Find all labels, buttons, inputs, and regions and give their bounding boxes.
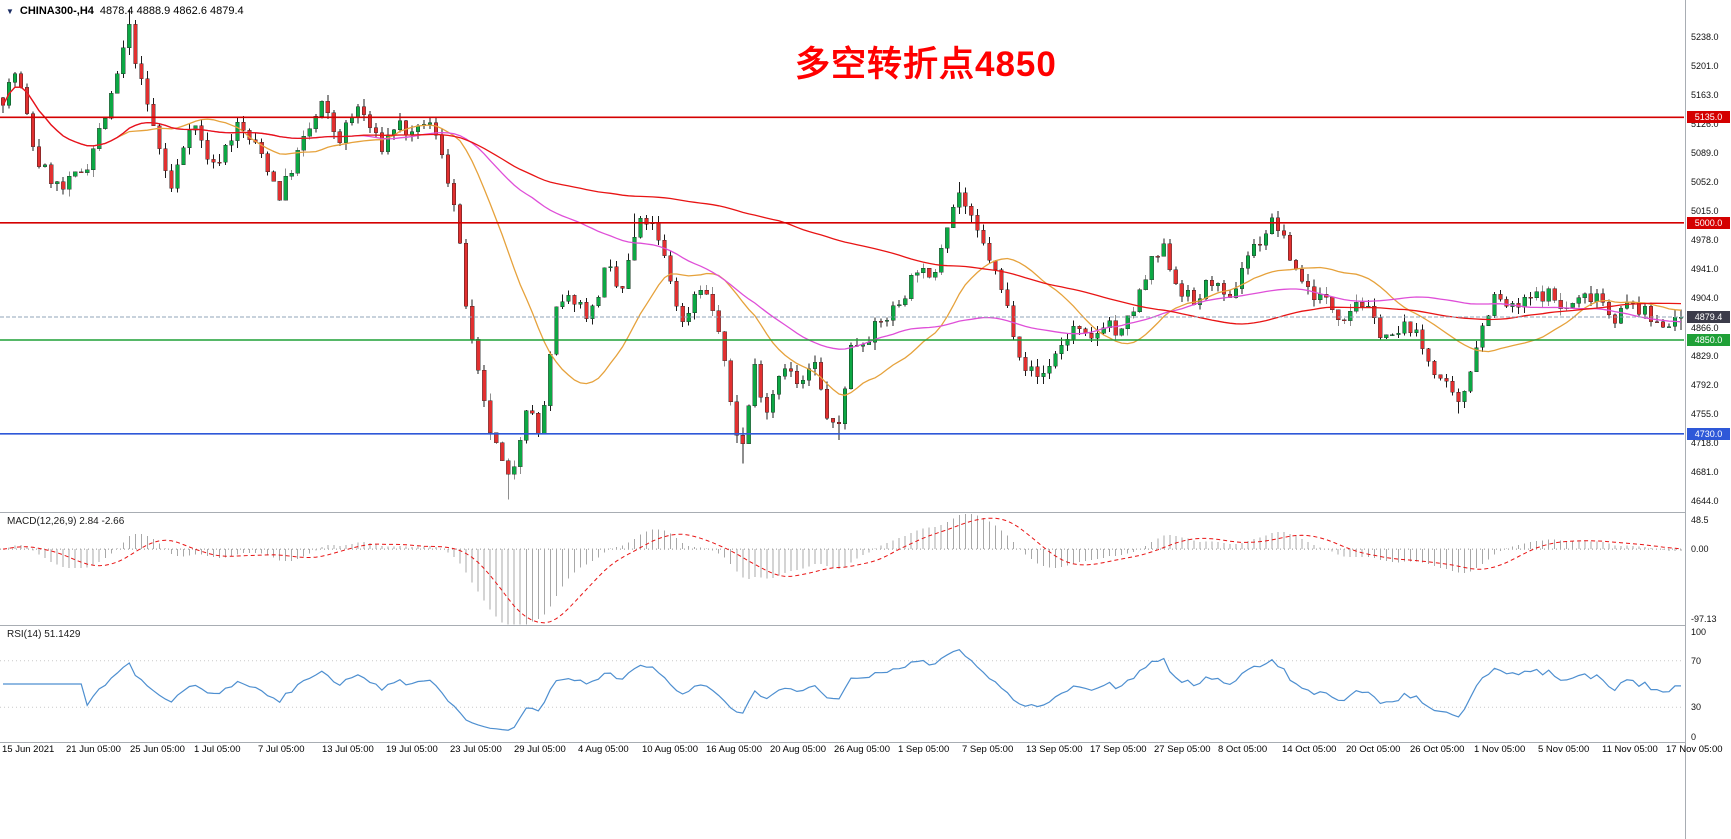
time-scale-label: 20 Aug 05:00 (770, 744, 826, 755)
price-scale-label: 4681.0 (1691, 467, 1719, 478)
price-level-tag: 4730.0 (1687, 427, 1730, 440)
main-chart-canvas[interactable] (0, 0, 1685, 512)
price-scale-label: 5089.0 (1691, 148, 1719, 159)
time-scale-label: 23 Jul 05:00 (450, 744, 502, 755)
time-scale-label: 5 Nov 05:00 (1538, 744, 1590, 755)
price-scale-label: 4644.0 (1691, 496, 1719, 507)
indicator-scale-label: 30 (1691, 702, 1702, 713)
time-scale-label: 4 Aug 05:00 (578, 744, 629, 755)
price-level-tag: 4850.0 (1687, 334, 1730, 347)
time-scale-label: 13 Jul 05:00 (322, 744, 374, 755)
macd-canvas[interactable] (0, 513, 1685, 625)
time-scale-label: 10 Aug 05:00 (642, 744, 698, 755)
price-scale-label: 5052.0 (1691, 177, 1719, 188)
price-level-tag: 4879.4 (1687, 311, 1730, 324)
price-scale-label: 5163.0 (1691, 90, 1719, 101)
price-scale-label: 4978.0 (1691, 234, 1719, 245)
price-scale-label: 5238.0 (1691, 31, 1719, 42)
chart-symbol-timeframe: CHINA300-,H4 (19, 5, 94, 17)
indicator-scale-label: 48.5 (1691, 515, 1709, 525)
time-scale-label: 11 Nov 05:00 (1602, 744, 1658, 755)
ma-line-20 (2, 86, 1682, 397)
price-scale-label: 4792.0 (1691, 380, 1719, 391)
price-scale[interactable]: 5238.0 5201.0 5163.0 5126.0 5089.0 5052.0 5015… (1685, 0, 1731, 839)
price-level-tag: 5000.0 (1687, 216, 1730, 229)
price-scale-label: 4941.0 (1691, 263, 1719, 274)
time-scale-label: 25 Jun 05:00 (130, 744, 185, 755)
indicator-scale-label: 0.00 (1691, 544, 1709, 555)
panel-separator (0, 742, 1685, 743)
macd-indicator-label: MACD(12,26,9) 2.84 -2.66 (7, 516, 125, 527)
time-scale-label: 17 Nov 05:00 (1666, 744, 1723, 755)
time-scale-label: 26 Oct 05:00 (1410, 744, 1465, 755)
time-scale-label: 20 Oct 05:00 (1346, 744, 1401, 755)
time-scale-label: 8 Oct 05:00 (1218, 744, 1268, 755)
chart-ohlc-values: 4878.4 4888.9 4862.6 4879.4 (99, 5, 244, 17)
indicator-scale-label: 0 (1691, 732, 1697, 742)
time-scale-label: 27 Sep 05:00 (1154, 744, 1211, 755)
rsi-line (3, 649, 1681, 731)
time-scale-label: 1 Jul 05:00 (194, 744, 241, 755)
time-scale-label: 26 Aug 05:00 (834, 744, 890, 755)
ma-line-60 (2, 86, 1682, 350)
rsi-indicator-label: RSI(14) 51.1429 (7, 629, 81, 640)
time-scale-label: 1 Nov 05:00 (1474, 744, 1526, 755)
price-scale-label: 4755.0 (1691, 409, 1719, 420)
time-scale-label: 14 Oct 05:00 (1282, 744, 1337, 755)
time-scale[interactable]: 15 Jun 2021 21 Jun 05:00 25 Jun 05:00 1 Jul… (0, 744, 1731, 758)
rsi-canvas[interactable] (0, 626, 1685, 742)
indicator-scale-label: -97.13 (1691, 614, 1717, 624)
ma-line-130 (2, 86, 1682, 325)
time-scale-label: 13 Sep 05:00 (1026, 744, 1083, 755)
price-scale-label: 5126.0 (1691, 119, 1719, 130)
symbol-marker-icon: ▼ (6, 6, 14, 16)
panel-separator[interactable] (0, 512, 1685, 513)
macd-histogram (8, 513, 1682, 625)
price-scale-label: 4904.0 (1691, 292, 1719, 303)
time-scale-label: 19 Jul 05:00 (386, 744, 438, 755)
time-scale-label: 1 Sep 05:00 (898, 744, 950, 755)
panel-separator[interactable] (0, 625, 1685, 626)
indicator-scale-label: 70 (1691, 655, 1702, 666)
time-scale-label: 7 Sep 05:00 (962, 744, 1014, 755)
annotation-text[interactable]: 多空转折点4850 (795, 45, 1057, 84)
price-scale-label: 4829.0 (1691, 351, 1719, 362)
time-scale-label: 21 Jun 05:00 (66, 744, 121, 755)
chart-header: ▼ CHINA300-,H4 4878.4 4888.9 4862.6 4879… (6, 5, 244, 17)
time-scale-label: 15 Jun 2021 (2, 744, 55, 755)
price-scale-label: 5015.0 (1691, 206, 1719, 217)
price-scale-label: 4718.0 (1691, 438, 1719, 449)
price-level-tag: 5135.0 (1687, 111, 1730, 124)
time-scale-label: 17 Sep 05:00 (1090, 744, 1147, 755)
time-scale-label: 29 Jul 05:00 (514, 744, 566, 755)
time-scale-label: 7 Jul 05:00 (258, 744, 305, 755)
macd-signal-line (2, 517, 1682, 624)
time-scale-label: 16 Aug 05:00 (706, 744, 762, 755)
indicator-scale-label: 100 (1691, 627, 1707, 637)
candles-layer (0, 10, 1683, 500)
price-scale-label: 4866.0 (1691, 322, 1719, 333)
price-scale-label: 5201.0 (1691, 60, 1719, 71)
